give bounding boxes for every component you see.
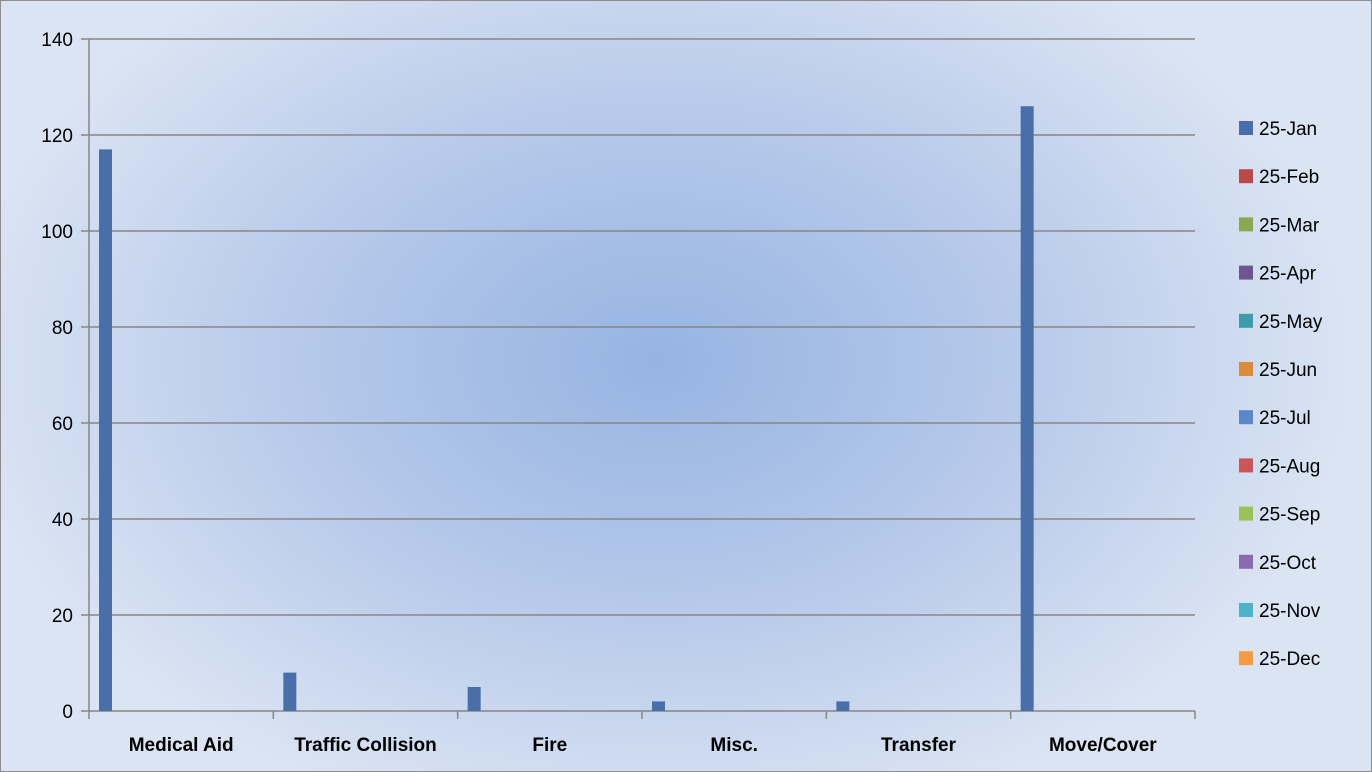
legend-label: 25-Apr xyxy=(1259,264,1317,285)
bar-25-jan xyxy=(283,672,297,711)
y-tick-label: 120 xyxy=(41,126,73,147)
category-label: Misc. xyxy=(710,735,758,756)
legend-swatch xyxy=(1239,506,1253,521)
category-label: Medical Aid xyxy=(129,735,234,756)
bar-25-jan xyxy=(1020,106,1034,711)
legend-label: 25-Oct xyxy=(1259,553,1317,574)
legend-label: 25-Nov xyxy=(1259,601,1321,622)
legend-swatch xyxy=(1239,554,1253,569)
category-label: Transfer xyxy=(881,735,957,756)
y-tick-label: 80 xyxy=(52,318,73,339)
bar-25-jan xyxy=(99,149,112,711)
legend-swatch xyxy=(1239,458,1253,473)
bar-25-jan xyxy=(836,701,850,711)
legend-swatch xyxy=(1239,362,1253,376)
legend-swatch xyxy=(1239,603,1253,617)
legend-swatch xyxy=(1239,651,1253,666)
bar-25-jan xyxy=(652,701,665,711)
legend-label: 25-Jan xyxy=(1259,119,1317,140)
legend-label: 25-Sep xyxy=(1259,505,1320,526)
legend-swatch xyxy=(1239,410,1253,425)
y-tick-label: 20 xyxy=(52,606,73,627)
legend-label: 25-Aug xyxy=(1259,456,1320,477)
category-label: Fire xyxy=(532,735,567,756)
legend-swatch xyxy=(1239,265,1253,280)
legend-label: 25-May xyxy=(1259,312,1323,333)
y-tick-label: 60 xyxy=(52,414,73,435)
y-tick-label: 140 xyxy=(41,30,73,51)
legend-swatch xyxy=(1239,169,1253,184)
category-label: Move/Cover xyxy=(1049,735,1157,756)
y-tick-label: 0 xyxy=(62,702,73,723)
legend-label: 25-Jul xyxy=(1259,408,1311,429)
legend-swatch xyxy=(1239,313,1253,328)
legend-label: 25-Feb xyxy=(1259,167,1319,188)
y-tick-label: 40 xyxy=(52,510,73,531)
legend-label: 25-Jun xyxy=(1259,360,1317,381)
legend-label: 25-Mar xyxy=(1259,215,1320,236)
y-tick-label: 100 xyxy=(41,222,73,243)
legend-swatch xyxy=(1239,121,1253,135)
bar-25-jan xyxy=(467,687,481,711)
legend-swatch xyxy=(1239,217,1253,232)
legend-label: 25-Dec xyxy=(1259,649,1320,670)
category-label: Traffic Collision xyxy=(294,735,437,756)
